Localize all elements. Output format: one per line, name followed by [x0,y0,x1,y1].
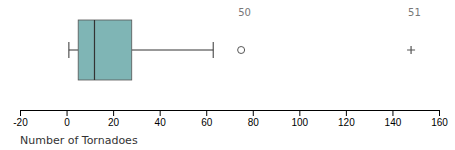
x-tick-mark [346,110,347,116]
whisker-cap [213,42,214,58]
x-tick: 140 [385,110,402,128]
outlier-label: 50 [238,7,251,18]
x-tick: 120 [338,110,355,128]
x-tick-label: 100 [291,117,308,128]
outlier [407,46,415,54]
x-tick: 20 [108,110,120,128]
x-tick-mark [20,110,21,116]
x-tick: 80 [248,110,260,128]
x-tick: 160 [431,110,448,128]
x-tick-mark [67,110,68,116]
x-tick-mark [299,110,300,116]
x-axis: -20 0 20 40 60 80 100 120 140 160 [13,110,448,128]
whisker-cap [68,42,69,58]
x-tick-label: 40 [155,117,167,128]
x-axis-title: Number of Tornadoes [20,134,138,147]
x-axis-line [21,111,440,117]
x-tick-mark [113,110,114,116]
x-tick-mark [160,110,161,116]
x-tick-mark [392,110,393,116]
x-tick: 0 [64,110,70,128]
whisker-high [132,50,213,51]
whisker-low [69,50,78,51]
x-tick-mark [253,110,254,116]
chart: 50 51 -20 0 20 40 60 80 100 120 140 160 Number of To… [0,0,455,150]
plot: 50 51 -20 0 20 40 60 80 100 120 140 160 [13,7,448,128]
x-tick-mark [439,110,440,116]
marks [69,20,415,80]
outlier-label: 51 [408,7,421,18]
x-tick-label: 20 [108,117,120,128]
outlier [238,47,245,54]
x-tick-label: -20 [13,117,28,128]
x-tick-label: 140 [385,117,402,128]
x-tick-label: 120 [338,117,355,128]
x-tick: -20 [13,110,28,128]
x-tick: 60 [201,110,213,128]
x-tick-label: 160 [431,117,448,128]
x-tick: 100 [291,110,308,128]
x-tick-label: 80 [248,117,260,128]
x-tick-label: 60 [201,117,213,128]
box [78,20,132,80]
x-tick-mark [206,110,207,116]
x-tick-label: 0 [64,117,70,128]
x-tick: 40 [155,110,167,128]
median [94,20,95,80]
